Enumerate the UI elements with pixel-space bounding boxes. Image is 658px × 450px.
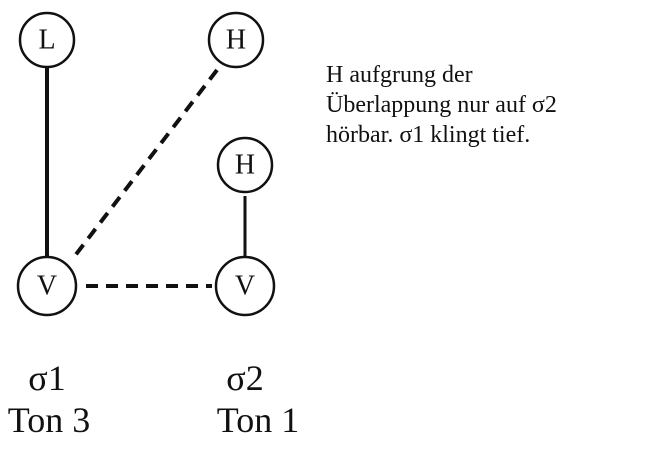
node-h-floating: H — [207, 11, 265, 69]
node-v-sigma1: V — [16, 255, 78, 317]
node-l-label: L — [38, 25, 55, 56]
dashed-association-h-v — [72, 68, 219, 259]
tone-label-sigma1: Ton 3 — [8, 400, 90, 440]
node-h-sigma2: H — [216, 136, 274, 194]
node-h-floating-label: H — [226, 25, 246, 56]
node-v-sigma2: V — [214, 255, 276, 317]
tone-label-sigma2: Ton 1 — [217, 400, 299, 440]
node-v-sigma1-label: V — [37, 271, 57, 302]
explanation-note: H aufgrung der Überlappung nur auf σ2 hö… — [326, 60, 646, 150]
note-line: H aufgrung der — [326, 62, 473, 88]
syllable-label-sigma1: σ1 — [28, 358, 65, 398]
note-line: hörbar. σ1 klingt tief. — [326, 122, 531, 148]
node-h-sigma2-label: H — [235, 150, 255, 181]
node-v-sigma2-label: V — [235, 271, 255, 302]
node-l-sigma1: L — [18, 11, 76, 69]
note-line: Überlappung nur auf σ2 — [326, 92, 557, 118]
syllable-label-sigma2: σ2 — [226, 358, 263, 398]
